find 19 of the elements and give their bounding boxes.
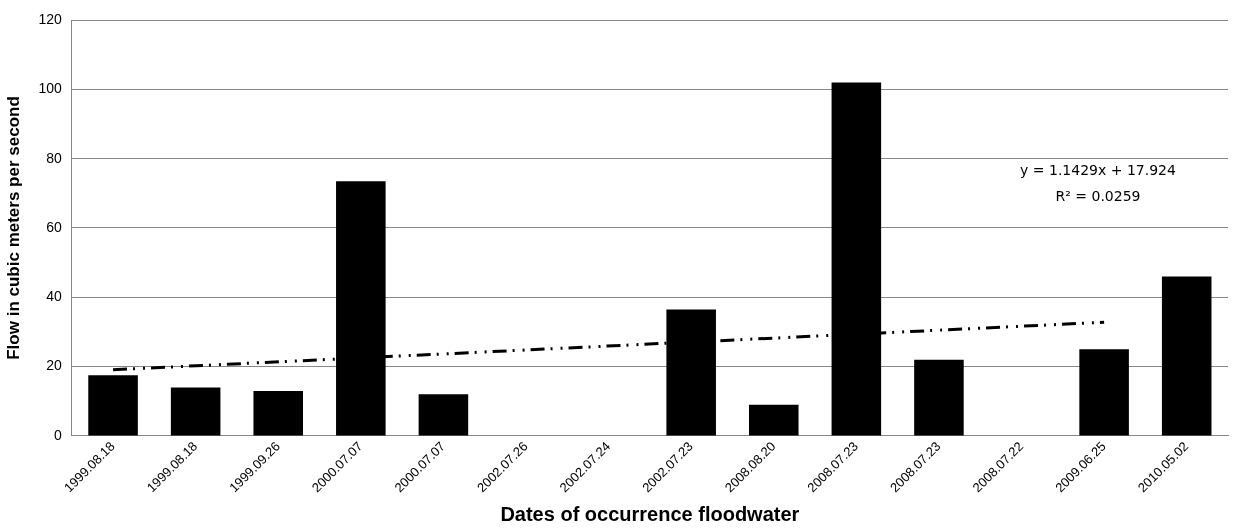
y-tick-label: 20 bbox=[46, 357, 62, 374]
y-tick-label: 0 bbox=[53, 426, 62, 443]
annotation: R² = 0.0259 bbox=[1055, 188, 1141, 204]
bar bbox=[914, 359, 964, 436]
bar bbox=[418, 394, 469, 436]
y-tick-label: 120 bbox=[38, 10, 62, 27]
bar bbox=[88, 375, 138, 436]
y-tick-label: 60 bbox=[46, 218, 62, 235]
bar bbox=[748, 404, 799, 436]
x-axis-title: Dates of occurrence floodwater bbox=[500, 502, 800, 525]
bar bbox=[170, 387, 221, 436]
y-axis-title: Flow in cubic meters per second bbox=[3, 96, 23, 360]
y-tick-label: 100 bbox=[38, 80, 62, 97]
annotation: y = 1.1429x + 17.924 bbox=[1020, 162, 1176, 178]
bar bbox=[253, 390, 304, 436]
bar bbox=[1079, 349, 1129, 436]
y-tick-label: 80 bbox=[46, 149, 62, 166]
bar bbox=[1161, 276, 1212, 436]
y-tick-label: 40 bbox=[46, 288, 62, 305]
